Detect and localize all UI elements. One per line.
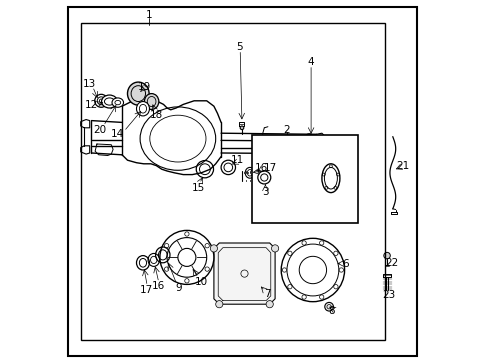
Text: 5: 5 <box>235 42 242 52</box>
Text: 2: 2 <box>283 125 290 135</box>
Polygon shape <box>213 243 275 304</box>
Circle shape <box>265 301 273 308</box>
Text: 9: 9 <box>175 283 182 293</box>
Text: 15: 15 <box>191 183 204 193</box>
Bar <box>81 23 384 340</box>
Circle shape <box>324 302 333 311</box>
Text: 20: 20 <box>93 125 106 135</box>
Circle shape <box>333 284 337 289</box>
Text: 23: 23 <box>381 290 394 300</box>
Circle shape <box>333 251 337 256</box>
Circle shape <box>271 245 278 252</box>
Ellipse shape <box>95 94 107 107</box>
Text: 14: 14 <box>111 129 124 139</box>
Circle shape <box>240 126 244 130</box>
Text: 6: 6 <box>342 258 348 269</box>
Text: 22: 22 <box>385 258 398 268</box>
Text: 7: 7 <box>264 289 271 300</box>
Text: 17: 17 <box>140 285 153 295</box>
Text: 16: 16 <box>152 281 165 291</box>
Circle shape <box>287 251 291 256</box>
Circle shape <box>257 171 270 184</box>
Circle shape <box>319 295 323 299</box>
Circle shape <box>210 245 217 252</box>
Ellipse shape <box>102 95 117 108</box>
Ellipse shape <box>321 164 339 193</box>
Circle shape <box>301 295 305 299</box>
Text: 11: 11 <box>230 155 244 165</box>
Text: 3: 3 <box>262 186 268 197</box>
Text: 18: 18 <box>149 110 163 120</box>
Text: 19: 19 <box>138 82 151 92</box>
Circle shape <box>281 238 344 302</box>
Text: 21: 21 <box>395 161 408 171</box>
Circle shape <box>215 301 223 308</box>
Text: 13: 13 <box>82 78 96 89</box>
Bar <box>251 135 357 223</box>
Text: 1: 1 <box>145 10 152 20</box>
Circle shape <box>301 241 305 245</box>
Circle shape <box>160 230 213 284</box>
Ellipse shape <box>136 102 149 116</box>
Text: 16: 16 <box>255 163 268 174</box>
Text: 10: 10 <box>194 276 207 287</box>
Ellipse shape <box>127 82 149 105</box>
Circle shape <box>339 268 343 272</box>
Circle shape <box>383 252 389 259</box>
Circle shape <box>287 284 291 289</box>
Text: 4: 4 <box>307 57 314 67</box>
Circle shape <box>282 268 286 272</box>
Text: 8: 8 <box>327 306 334 316</box>
Text: 17: 17 <box>263 163 277 174</box>
Text: 12: 12 <box>85 100 98 110</box>
Ellipse shape <box>144 94 159 109</box>
Circle shape <box>319 241 323 245</box>
Ellipse shape <box>112 98 123 107</box>
